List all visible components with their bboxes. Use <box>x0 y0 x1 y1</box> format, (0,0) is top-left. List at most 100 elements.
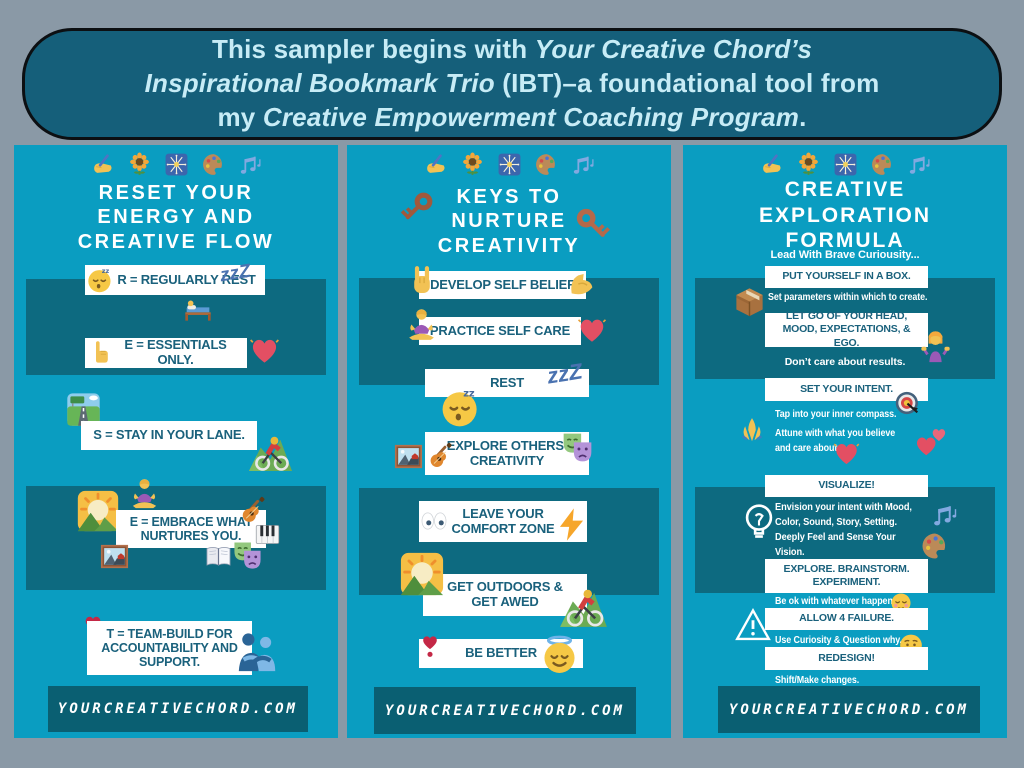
zzz-glyphs: zzZ <box>545 358 585 389</box>
step-note: Set parameters within which to create. <box>768 291 928 303</box>
item-label: BE BETTER <box>465 645 537 661</box>
header-seg-3: (IBT)–a foundational tool from <box>494 68 880 99</box>
item-label: T = TEAM-BUILD FOR ACCOUNTABILITY AND SU… <box>101 627 238 669</box>
fireworks-icon <box>164 152 189 177</box>
item-label: EXPLORE OTHERS’ CREATIVITY <box>446 437 568 468</box>
item-box: T = TEAM-BUILD FOR ACCOUNTABILITY AND SU… <box>87 621 252 675</box>
step-note: Attune with what you believe and care ab… <box>775 427 896 455</box>
step-box: REDESIGN! <box>765 647 928 670</box>
item-label: PRACTICE SELF CARE <box>429 322 571 338</box>
two-hearts-icon <box>912 422 950 460</box>
step-label: EXPLORE. BRAINSTORM. EXPERIMENT. <box>783 562 910 588</box>
theater-masks-icon <box>560 430 595 465</box>
emoji-row <box>14 152 338 177</box>
beating-heart-icon <box>831 437 862 468</box>
header-seg-5: Creative Empowerment Coaching Program <box>262 101 800 132</box>
zzz-glyphs: zzZ <box>218 260 252 287</box>
writing-hand-icon <box>759 152 784 177</box>
footer-bar: YOURCREATIVECHORD.COM <box>374 687 636 734</box>
step-box: EXPLORE. BRAINSTORM. EXPERIMENT. <box>765 559 928 593</box>
step-note: Tap into your inner compass. <box>775 408 897 420</box>
folded-hands-icon <box>737 415 767 445</box>
step-label: SET YOUR INTENT. <box>800 382 893 395</box>
guitar-icon <box>427 442 455 470</box>
theater-masks-icon <box>231 539 264 572</box>
step-box: VISUALIZE! <box>765 475 928 497</box>
book-icon <box>204 542 233 571</box>
framed-picture-icon <box>99 541 130 572</box>
sunrise-icon <box>76 489 120 533</box>
lead-note: Lead With Brave Curiousity... <box>770 249 920 261</box>
music-notes-icon <box>931 501 959 529</box>
item-label: GET OUTDOORS & GET AWED <box>447 579 563 609</box>
website-url: YOURCREATIVECHORD.COM <box>384 702 625 719</box>
sunflower-icon <box>127 152 152 177</box>
sunflower-icon <box>796 152 821 177</box>
item-box: PRACTICE SELF CARE <box>419 317 581 345</box>
fireworks-icon <box>833 152 858 177</box>
sleepy-face-icon <box>86 266 114 294</box>
panel-title: KEYS TO NURTURE CREATIVITY <box>437 186 581 257</box>
beating-heart-icon <box>247 332 282 367</box>
step-label: ALLOW 4 FAILURE. <box>799 612 894 625</box>
horns-hand-icon <box>405 264 439 298</box>
step-box: SET YOUR INTENT. <box>765 378 928 401</box>
step-box: ALLOW 4 FAILURE. <box>765 608 928 630</box>
website-url: YOURCREATIVECHORD.COM <box>57 701 298 717</box>
palette-icon <box>920 531 950 561</box>
item-box: S = STAY IN YOUR LANE. <box>81 421 257 450</box>
beating-heart-icon <box>575 312 609 346</box>
music-notes-icon <box>238 152 263 177</box>
pointing-up-icon <box>87 339 114 366</box>
lightning-icon <box>553 506 590 543</box>
eyes-icon <box>416 506 452 536</box>
footer-bar: YOURCREATIVECHORD.COM <box>718 686 980 733</box>
lightbulb-icon <box>738 500 780 544</box>
panel-reset-bookmark: RESET YOUR ENERGY AND CREATIVE FLOW R = … <box>14 145 338 738</box>
website-url: YOURCREATIVECHORD.COM <box>728 701 969 718</box>
halo-face-icon <box>539 634 580 675</box>
panel-title: CREATIVE EXPLORATION FORMULA <box>758 178 932 253</box>
item-box: REST <box>425 369 589 397</box>
step-label: LET GO OF YOUR HEAD, MOOD, EXPECTATIONS,… <box>782 310 911 349</box>
header-seg-2: Inspirational Bookmark Trio <box>144 68 495 99</box>
panel-title: RESET YOUR ENERGY AND CREATIVE FLOW <box>77 182 275 253</box>
panel-formula-bookmark: CREATIVE EXPLORATION FORMULA Lead With B… <box>683 145 1007 738</box>
step-label: REDESIGN! <box>818 651 875 664</box>
bed-icon <box>178 292 218 324</box>
header-seg-4: my <box>217 101 263 132</box>
step-label: PUT YOURSELF IN A BOX. <box>782 270 911 283</box>
header-seg-1: Your Creative Chord’s <box>534 34 813 65</box>
item-label: DEVELOP SELF BELIEF <box>430 276 575 292</box>
sunrise-icon <box>399 551 445 597</box>
people-hugging-icon <box>234 629 280 675</box>
flexed-biceps-icon <box>565 268 597 300</box>
fireworks-icon <box>497 152 522 177</box>
item-label: R = REGULARLY REST <box>117 271 256 287</box>
palette-icon <box>870 152 895 177</box>
header-seg-6: . <box>799 101 807 132</box>
palette-icon <box>201 152 226 177</box>
lotus-person-icon <box>403 306 440 343</box>
framed-picture-icon <box>393 441 424 472</box>
footer-bar: YOURCREATIVECHORD.COM <box>48 686 308 732</box>
header-seg-0: This sampler begins with <box>211 34 535 65</box>
step-note: Use Curiosity & Question why. <box>775 634 902 646</box>
item-label: E = ESSENTIALS ONLY. <box>124 337 227 367</box>
sunflower-icon <box>460 152 485 177</box>
item-label: LEAVE YOUR COMFORT ZONE <box>451 505 555 536</box>
package-icon <box>732 284 767 319</box>
step-box: LET GO OF YOUR HEAD, MOOD, EXPECTATIONS,… <box>765 310 928 349</box>
item-box: GET OUTDOORS & GET AWED <box>423 574 587 616</box>
music-notes-icon <box>907 152 932 177</box>
writing-hand-icon <box>90 152 115 177</box>
step-note: Envision your intent with Mood, Color, S… <box>775 501 912 558</box>
music-notes-icon <box>571 152 596 177</box>
emoji-row <box>683 152 1007 177</box>
item-box: E = EMBRACE WHAT NURTURES YOU. <box>116 510 266 548</box>
header-banner: This sampler begins with Your Creative C… <box>22 28 1002 140</box>
item-box: LEAVE YOUR COMFORT ZONE <box>419 501 587 542</box>
item-box: EXPLORE OTHERS’ CREATIVITY <box>425 432 589 475</box>
item-label: S = STAY IN YOUR LANE. <box>93 427 245 443</box>
